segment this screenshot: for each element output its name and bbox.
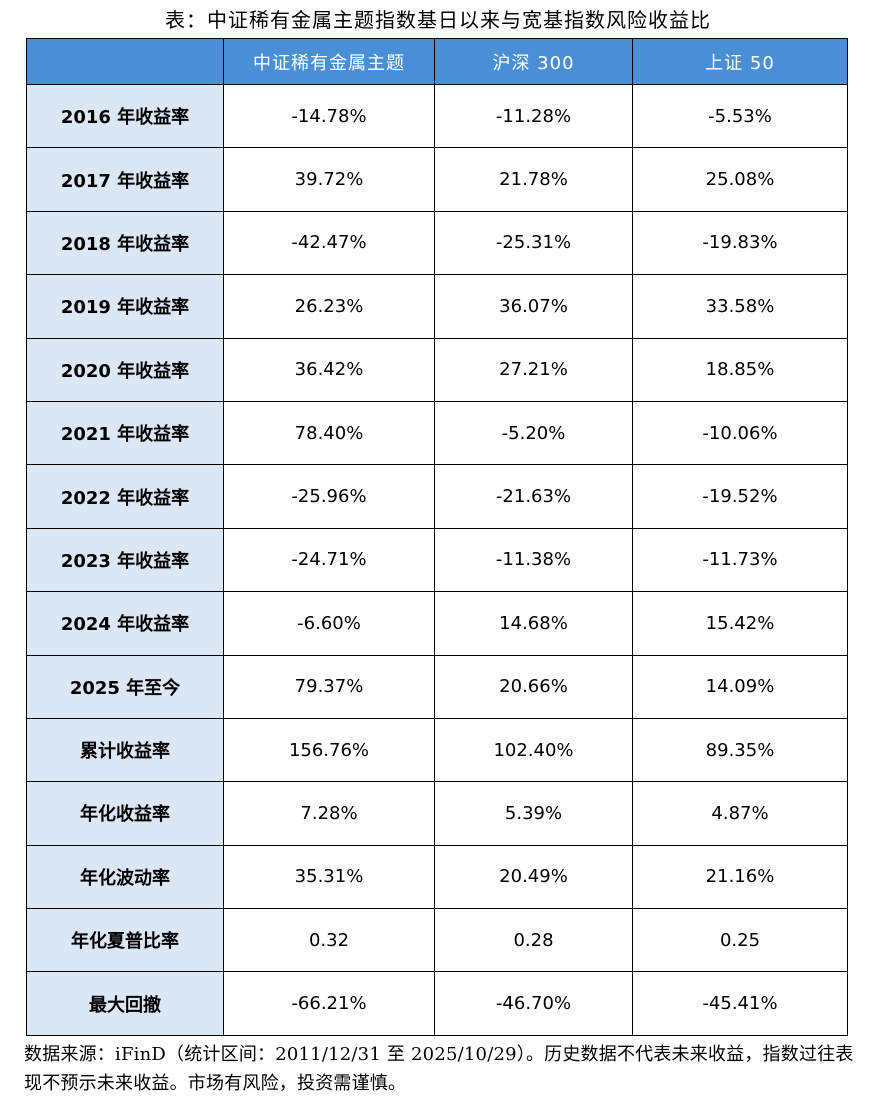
table-cell: -45.41% — [632, 971, 848, 1036]
table-cell: 102.40% — [434, 717, 633, 783]
table-cell: 78.40% — [223, 400, 435, 466]
table-cell: 27.21% — [434, 337, 633, 402]
table-cell: 7.28% — [223, 781, 435, 846]
table-cell: -21.63% — [434, 464, 633, 529]
table-row: 2020 年收益率 36.42% 27.21% 18.85% — [26, 337, 848, 402]
row-label: 2017 年收益率 — [26, 147, 224, 212]
table-cell: 156.76% — [223, 717, 435, 783]
row-label: 2021 年收益率 — [26, 400, 224, 466]
row-label: 2023 年收益率 — [26, 527, 224, 593]
table-row: 累计收益率 156.76% 102.40% 89.35% — [26, 717, 848, 783]
table-cell: 35.31% — [223, 844, 435, 910]
table-cell: -19.83% — [632, 210, 848, 276]
table-cell: -25.96% — [223, 464, 435, 529]
source-note: 数据来源：iFinD（统计区间：2011/12/31 至 2025/10/29）… — [24, 1044, 854, 1094]
table-row: 2023 年收益率 -24.71% -11.38% -11.73% — [26, 527, 848, 593]
table-cell: -6.60% — [223, 591, 435, 656]
table-row: 2025 年至今 79.37% 20.66% 14.09% — [26, 654, 848, 719]
table-cell: 18.85% — [632, 337, 848, 402]
column-header-rare-metal-index: 中证稀有金属主题 — [223, 38, 435, 85]
row-label: 累计收益率 — [26, 717, 224, 783]
table-cell: -42.47% — [223, 210, 435, 276]
table-row: 最大回撤 -66.21% -46.70% -45.41% — [26, 971, 848, 1036]
row-label: 最大回撤 — [26, 971, 224, 1036]
row-label: 2025 年至今 — [26, 654, 224, 719]
row-label: 年化收益率 — [26, 781, 224, 846]
table-row: 2024 年收益率 -6.60% 14.68% 15.42% — [26, 591, 848, 656]
table-cell: 89.35% — [632, 717, 848, 783]
table-cell: -11.28% — [434, 83, 633, 149]
row-label: 2018 年收益率 — [26, 210, 224, 276]
table-cell: 5.39% — [434, 781, 633, 846]
table-cell: 0.28 — [434, 908, 633, 973]
row-label: 2022 年收益率 — [26, 464, 224, 529]
column-header-sse-50: 上证 50 — [632, 38, 848, 85]
table-cell: -5.53% — [632, 83, 848, 149]
table-header-corner — [26, 38, 224, 85]
table-cell: 36.07% — [434, 274, 633, 339]
table-row: 2019 年收益率 26.23% 36.07% 33.58% — [26, 274, 848, 339]
table-cell: -5.20% — [434, 400, 633, 466]
table-cell: 21.78% — [434, 147, 633, 212]
table-row: 年化夏普比率 0.32 0.28 0.25 — [26, 908, 848, 973]
table-row: 2022 年收益率 -25.96% -21.63% -19.52% — [26, 464, 848, 529]
table-cell: 0.32 — [223, 908, 435, 973]
table-cell: -24.71% — [223, 527, 435, 593]
table-cell: 14.68% — [434, 591, 633, 656]
returns-table: 中证稀有金属主题 沪深 300 上证 50 2016 年收益率 -14.78% … — [26, 38, 848, 1036]
table-cell: 36.42% — [223, 337, 435, 402]
table-cell: 20.66% — [434, 654, 633, 719]
table-cell: -46.70% — [434, 971, 633, 1036]
table-cell: -11.73% — [632, 527, 848, 593]
table-cell: 21.16% — [632, 844, 848, 910]
table-header-row: 中证稀有金属主题 沪深 300 上证 50 — [26, 38, 848, 85]
row-label: 2016 年收益率 — [26, 83, 224, 149]
table-cell: -14.78% — [223, 83, 435, 149]
table-cell: 15.42% — [632, 591, 848, 656]
table-cell: 14.09% — [632, 654, 848, 719]
table-cell: -19.52% — [632, 464, 848, 529]
table-cell: -25.31% — [434, 210, 633, 276]
table-row: 年化收益率 7.28% 5.39% 4.87% — [26, 781, 848, 846]
table-row: 2021 年收益率 78.40% -5.20% -10.06% — [26, 400, 848, 466]
table-cell: 4.87% — [632, 781, 848, 846]
row-label: 2024 年收益率 — [26, 591, 224, 656]
table-cell: 26.23% — [223, 274, 435, 339]
table-cell: 79.37% — [223, 654, 435, 719]
table-cell: 33.58% — [632, 274, 848, 339]
page-title: 表：中证稀有金属主题指数基日以来与宽基指数风险收益比 — [165, 8, 711, 32]
row-label: 2019 年收益率 — [26, 274, 224, 339]
table-row: 2017 年收益率 39.72% 21.78% 25.08% — [26, 147, 848, 212]
table-row: 2018 年收益率 -42.47% -25.31% -19.83% — [26, 210, 848, 276]
table-cell: 20.49% — [434, 844, 633, 910]
table-cell: -10.06% — [632, 400, 848, 466]
table-cell: -66.21% — [223, 971, 435, 1036]
row-label: 2020 年收益率 — [26, 337, 224, 402]
column-header-csi-300: 沪深 300 — [434, 38, 633, 85]
table-cell: -11.38% — [434, 527, 633, 593]
row-label: 年化夏普比率 — [26, 908, 224, 973]
row-label: 年化波动率 — [26, 844, 224, 910]
table-cell: 39.72% — [223, 147, 435, 212]
table-cell: 0.25 — [632, 908, 848, 973]
table-row: 年化波动率 35.31% 20.49% 21.16% — [26, 844, 848, 910]
table-cell: 25.08% — [632, 147, 848, 212]
table-row: 2016 年收益率 -14.78% -11.28% -5.53% — [26, 83, 848, 149]
